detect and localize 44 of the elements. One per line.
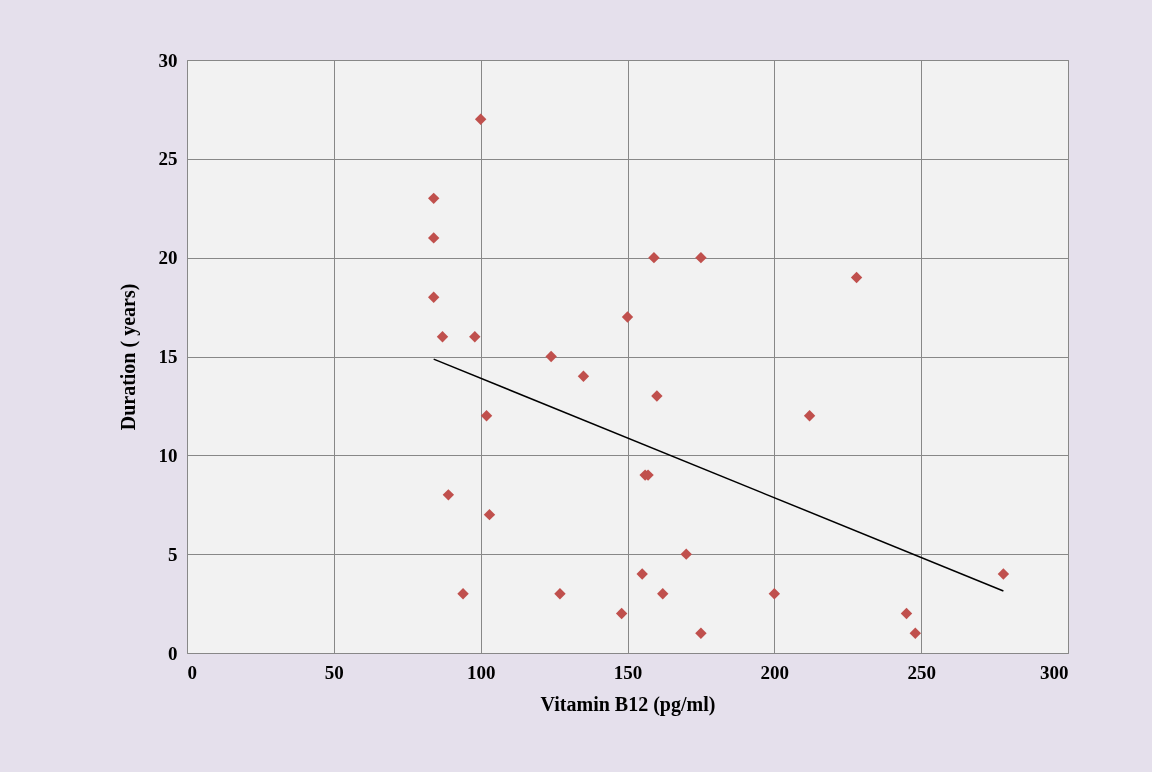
point [695,251,707,264]
point [680,548,692,560]
point [436,331,449,343]
point [469,331,481,343]
point [427,291,440,303]
y-tick-label: 0 [168,642,178,664]
point [909,627,921,639]
point [442,489,455,501]
point [768,588,781,600]
y-tick-label: 25 [158,148,178,170]
point [577,370,590,382]
point [648,251,660,264]
point [427,192,440,205]
x-tick-label: 300 [1040,661,1069,683]
y-tick-label: 30 [158,49,178,71]
point [545,350,557,363]
point [480,410,493,422]
x-tick-label: 150 [613,661,643,683]
y-tick-label: 10 [158,444,178,466]
point [900,607,913,620]
point [457,588,469,600]
point [474,113,487,125]
x-tick-label: 200 [760,661,790,683]
x-axis-title: Vitamin B12 (pg/ml) [540,692,716,716]
point [695,627,707,639]
y-tick-label: 15 [158,346,178,367]
x-tick-label: 0 [187,661,197,683]
x-tick-label: 100 [466,661,496,683]
y-tick-label: 5 [168,543,178,565]
y-axis-title: Duration ( years) [116,283,140,431]
point [554,588,566,600]
point [651,390,663,402]
point [657,588,669,600]
point [850,271,863,284]
point [636,568,648,580]
point [483,508,496,521]
x-tick-label: 250 [907,661,936,683]
x-tick-label: 50 [324,661,344,683]
point [427,232,440,244]
point [803,410,816,422]
point [997,568,1010,580]
point [621,311,634,323]
point [615,607,628,620]
y-tick-label: 20 [158,247,178,269]
